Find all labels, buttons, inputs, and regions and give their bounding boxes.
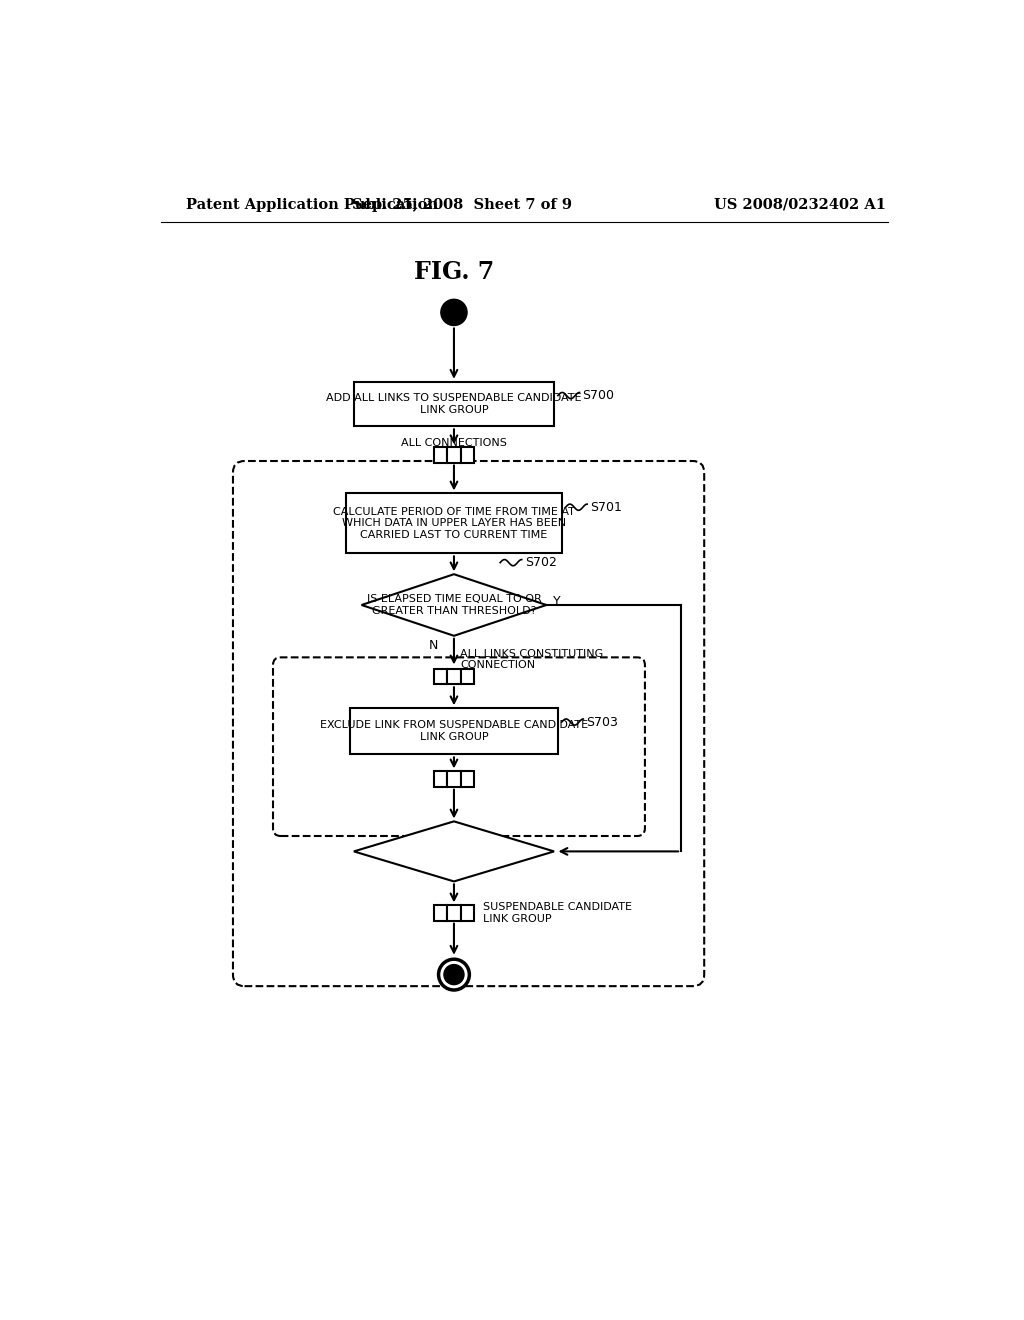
FancyBboxPatch shape bbox=[434, 669, 447, 684]
Text: US 2008/0232402 A1: US 2008/0232402 A1 bbox=[715, 198, 887, 211]
FancyBboxPatch shape bbox=[434, 447, 447, 462]
Text: Patent Application Publication: Patent Application Publication bbox=[186, 198, 438, 211]
FancyBboxPatch shape bbox=[447, 447, 461, 462]
FancyBboxPatch shape bbox=[434, 771, 447, 787]
Text: IS ELAPSED TIME EQUAL TO OR
GREATER THAN THRESHOLD?: IS ELAPSED TIME EQUAL TO OR GREATER THAN… bbox=[367, 594, 542, 616]
Text: ALL LINKS CONSTITUTING
CONNECTION: ALL LINKS CONSTITUTING CONNECTION bbox=[460, 649, 603, 671]
FancyBboxPatch shape bbox=[350, 708, 558, 755]
FancyBboxPatch shape bbox=[461, 669, 474, 684]
Text: ALL CONNECTIONS: ALL CONNECTIONS bbox=[401, 438, 507, 449]
FancyBboxPatch shape bbox=[447, 669, 461, 684]
FancyBboxPatch shape bbox=[461, 447, 474, 462]
Text: S701: S701 bbox=[590, 500, 623, 513]
Text: S700: S700 bbox=[583, 389, 614, 403]
Text: N: N bbox=[429, 639, 438, 652]
Circle shape bbox=[441, 300, 467, 326]
Text: Sep. 25, 2008  Sheet 7 of 9: Sep. 25, 2008 Sheet 7 of 9 bbox=[351, 198, 571, 211]
Text: FIG. 7: FIG. 7 bbox=[414, 260, 495, 284]
FancyBboxPatch shape bbox=[447, 906, 461, 921]
Text: S702: S702 bbox=[524, 556, 557, 569]
FancyBboxPatch shape bbox=[447, 771, 461, 787]
Polygon shape bbox=[361, 574, 547, 636]
FancyBboxPatch shape bbox=[354, 381, 554, 426]
Text: ADD ALL LINKS TO SUSPENDABLE CANDIDATE
LINK GROUP: ADD ALL LINKS TO SUSPENDABLE CANDIDATE L… bbox=[327, 393, 582, 414]
Circle shape bbox=[444, 965, 464, 985]
Circle shape bbox=[438, 960, 469, 990]
Text: EXCLUDE LINK FROM SUSPENDABLE CANDIDATE
LINK GROUP: EXCLUDE LINK FROM SUSPENDABLE CANDIDATE … bbox=[319, 721, 588, 742]
Text: Y: Y bbox=[553, 594, 560, 607]
FancyBboxPatch shape bbox=[346, 494, 562, 553]
FancyBboxPatch shape bbox=[461, 906, 474, 921]
Polygon shape bbox=[354, 821, 554, 882]
Text: SUSPENDABLE CANDIDATE
LINK GROUP: SUSPENDABLE CANDIDATE LINK GROUP bbox=[483, 902, 632, 924]
FancyBboxPatch shape bbox=[434, 906, 447, 921]
Text: CALCULATE PERIOD OF TIME FROM TIME AT
WHICH DATA IN UPPER LAYER HAS BEEN
CARRIED: CALCULATE PERIOD OF TIME FROM TIME AT WH… bbox=[333, 507, 574, 540]
Text: S703: S703 bbox=[587, 715, 618, 729]
FancyBboxPatch shape bbox=[461, 771, 474, 787]
